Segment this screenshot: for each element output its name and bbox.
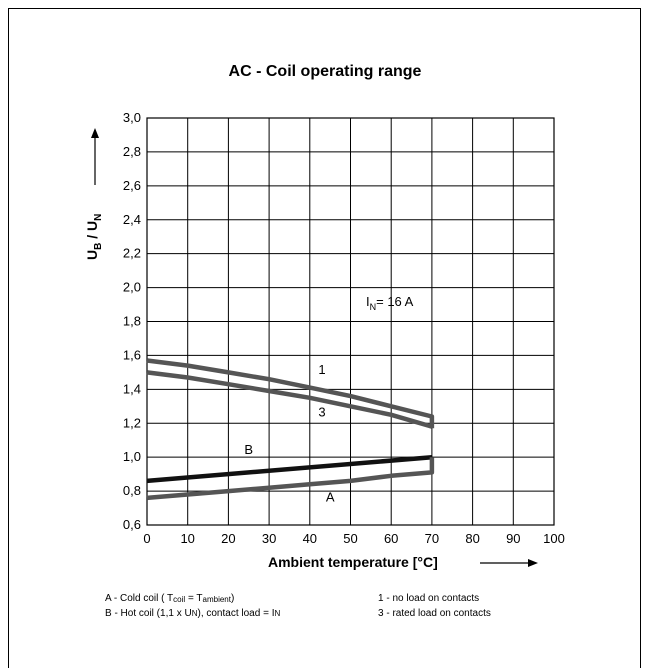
legend-note-3: 3 - rated load on contacts (378, 608, 491, 619)
curve-label-3: 3 (318, 404, 325, 419)
x-axis-arrow-head (528, 559, 538, 567)
plot-area-border (146, 117, 555, 526)
series-group (146, 358, 435, 501)
x-tick-label: 80 (465, 531, 479, 546)
curve-label-1: 1 (318, 362, 325, 377)
x-tick-label: 30 (262, 531, 276, 546)
legend-note-a: A - Cold coil ( Tcoil = Tambient) (105, 593, 234, 604)
y-tick-label: 2,2 (123, 246, 141, 261)
y-tick-label: 2,8 (123, 144, 141, 159)
series-line-1 (146, 358, 435, 429)
y-tick-label: 0,6 (123, 517, 141, 532)
x-tick-label: 70 (425, 531, 439, 546)
svg-text:UB / UN: UB / UN (84, 214, 104, 260)
series-line-A (146, 457, 435, 501)
series-line-B (146, 454, 433, 484)
x-tick-label: 40 (303, 531, 317, 546)
x-tick-label: 0 (143, 531, 150, 546)
y-tick-label: 2,4 (123, 212, 141, 227)
y-tick-label: 2,0 (123, 280, 141, 295)
curve-label-A: A (326, 489, 335, 504)
chart-title: AC - Coil operating range (229, 63, 422, 80)
y-axis-label: UB / UN (84, 214, 104, 260)
series-line-3 (146, 370, 433, 429)
x-tick-label: 100 (543, 531, 565, 546)
y-tick-label: 1,0 (123, 449, 141, 464)
y-tick-label: 1,4 (123, 381, 141, 396)
y-tick-label: 3,0 (123, 110, 141, 125)
y-tick-labels: 0,6 0,8 1,0 1,2 1,4 1,6 1,8 2,0 2,2 2,4 2,6 2,8 3,0 (123, 110, 141, 532)
x-tick-label: 60 (384, 531, 398, 546)
y-tick-label: 1,8 (123, 314, 141, 329)
chart-frame (8, 8, 641, 668)
x-tick-label: 50 (343, 531, 357, 546)
legend-note-1: 1 - no load on contacts (378, 593, 479, 604)
legend-note-b: B - Hot coil (1,1 x UN), contact load = … (105, 608, 280, 619)
x-tick-label: 20 (221, 531, 235, 546)
y-axis-arrow-head (91, 128, 99, 138)
y-tick-label: 0,8 (123, 483, 141, 498)
x-axis-label: Ambient temperature [°C] (268, 554, 438, 570)
x-tick-label: 10 (180, 531, 194, 546)
rated-current-annotation: IN= 16 A (366, 294, 414, 312)
y-tick-label: 2,6 (123, 178, 141, 193)
x-tick-label: 90 (506, 531, 520, 546)
y-tick-label: 1,6 (123, 347, 141, 362)
x-tick-labels: 0 10 20 30 40 50 60 70 80 90 100 (143, 531, 564, 546)
curve-labels: 1 3 B A (244, 362, 334, 504)
curve-label-B: B (244, 442, 253, 457)
y-tick-label: 1,2 (123, 415, 141, 430)
